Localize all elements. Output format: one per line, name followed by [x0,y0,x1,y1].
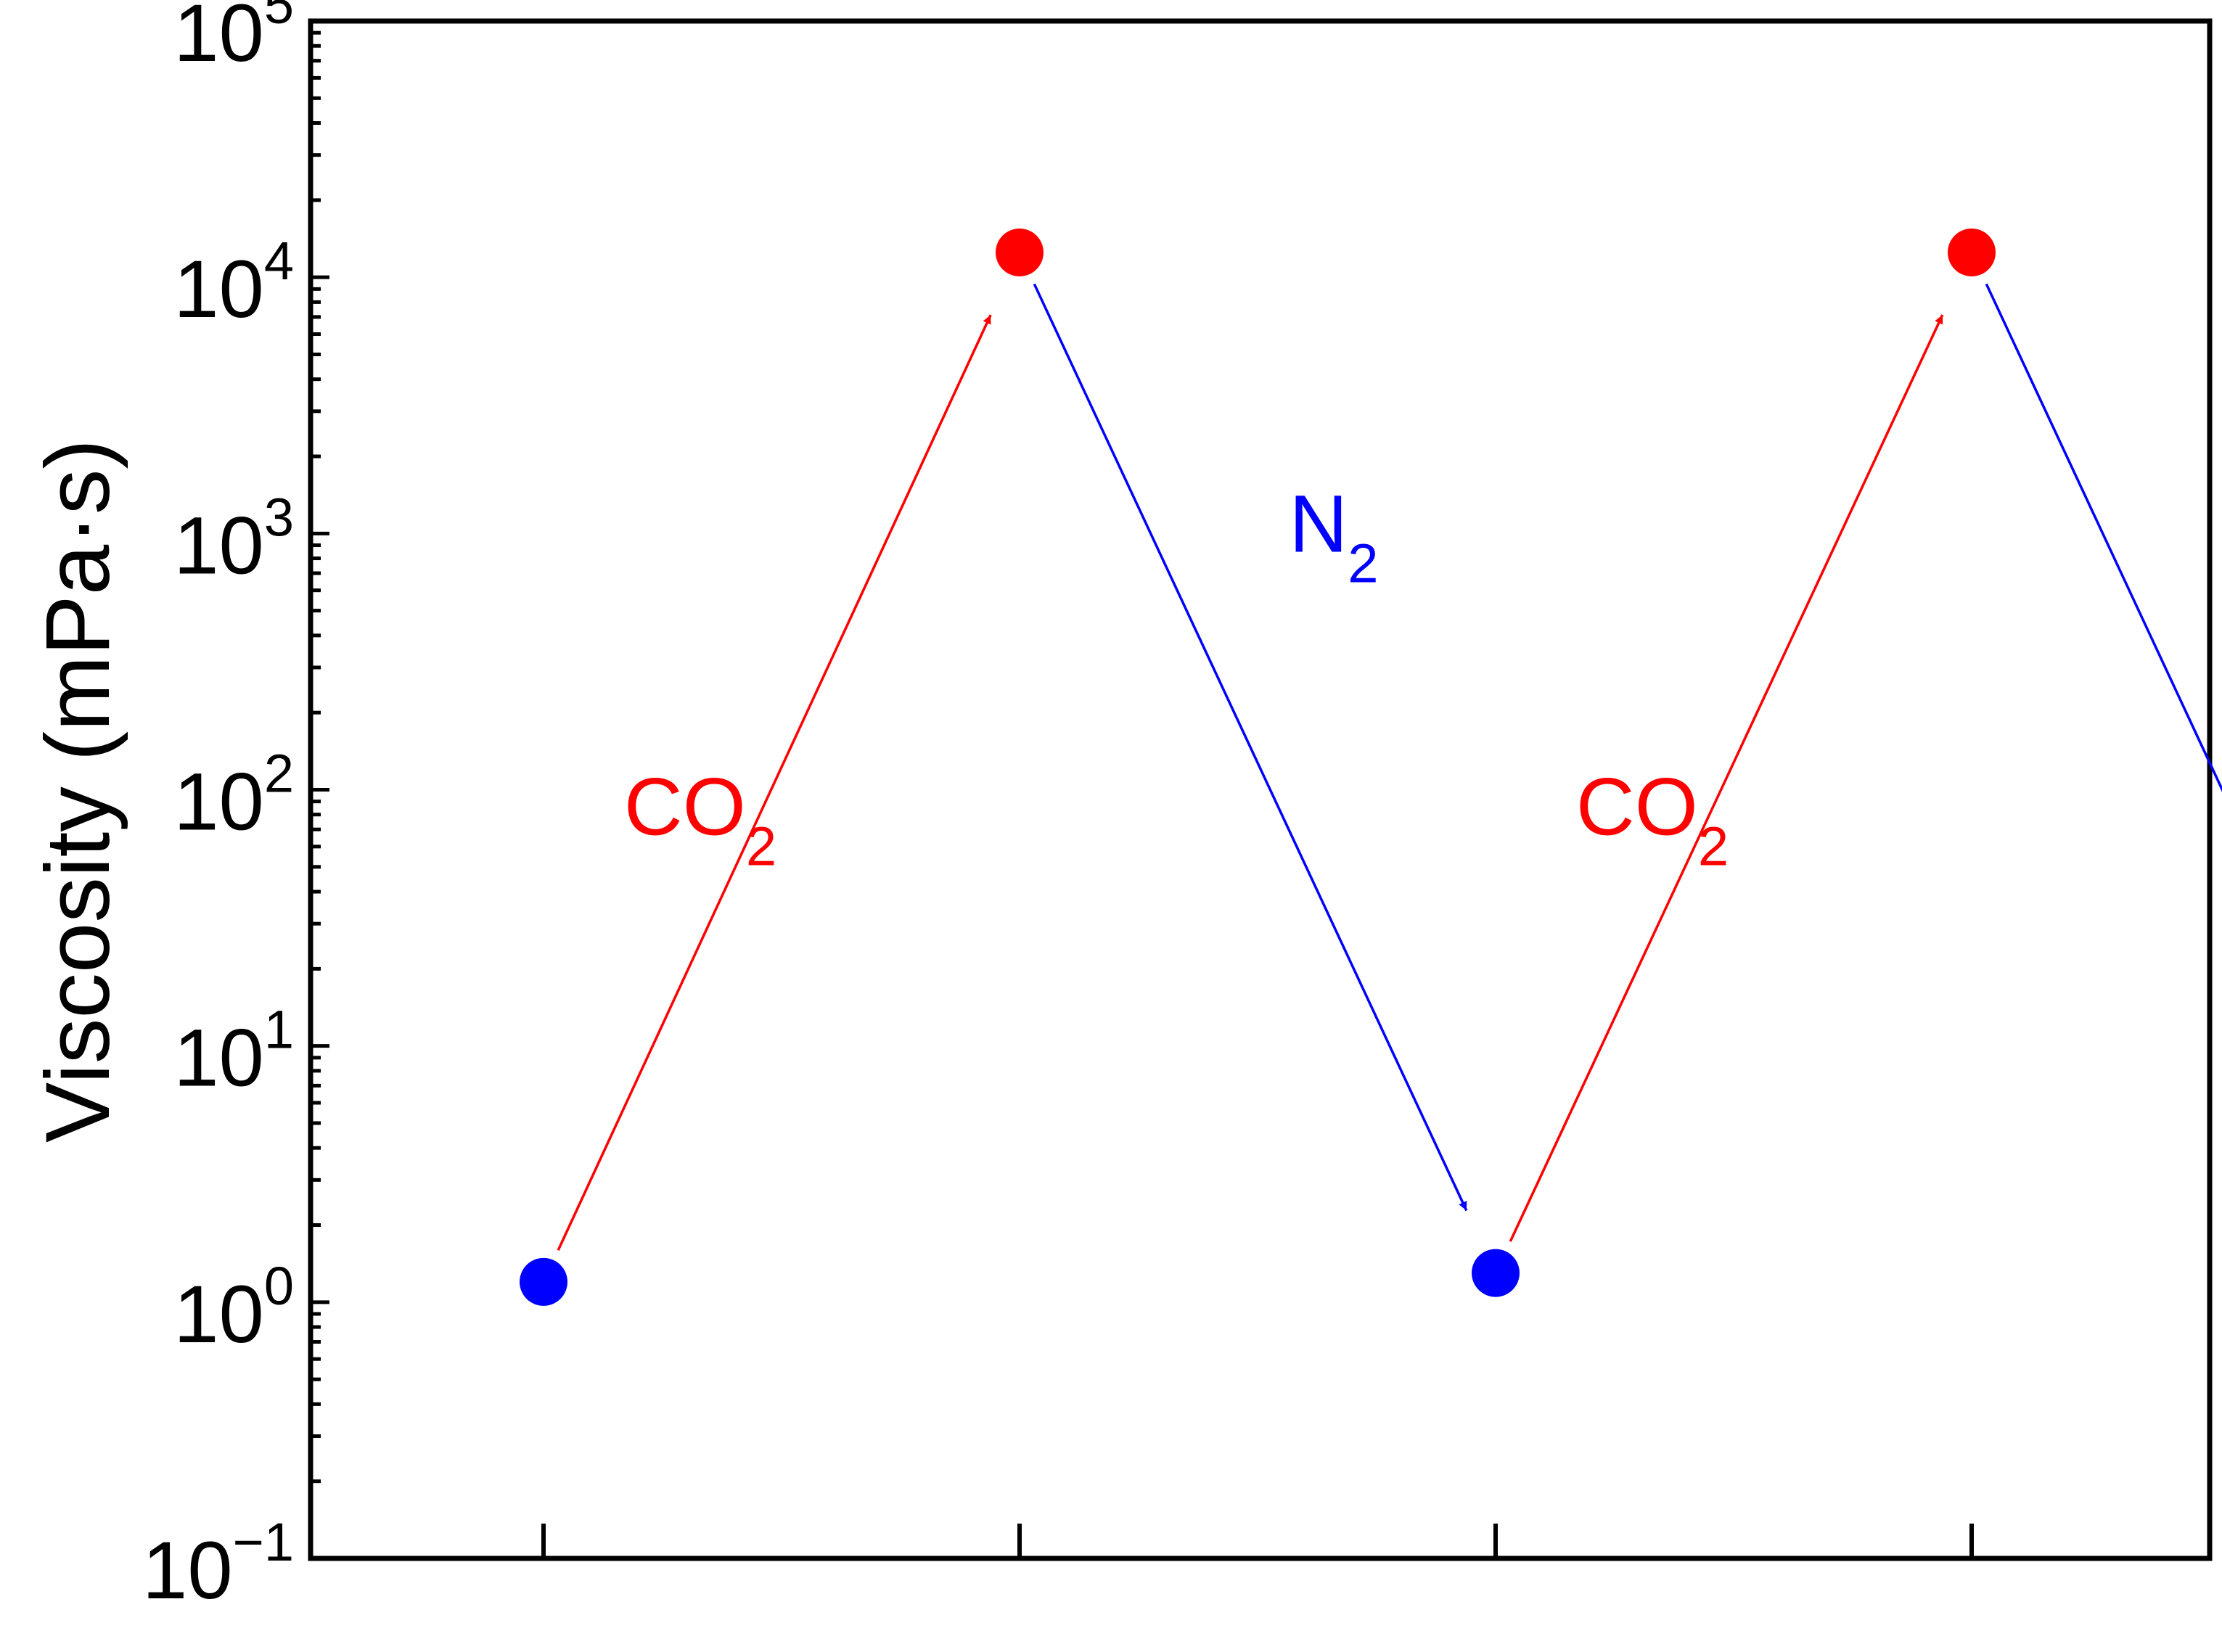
y-tick-label: 101 [173,1000,294,1104]
co2-label: CO2 [1576,762,1729,878]
gas-annotations: CO2N2CO2N2CO2N2 [624,478,1729,878]
y-tick-label-exponent: 0 [264,1256,294,1316]
y-tick-label: 100 [173,1256,294,1360]
gas-label-base: N [1289,478,1348,569]
y-tick-label: 103 [173,487,294,591]
y-tick-label-base: 10 [173,500,264,591]
y-tick-label-base: 10 [173,244,264,334]
data-point-n2 [520,1257,567,1306]
y-tick-label-exponent: 2 [264,744,294,804]
y-tick-label-exponent: −1 [233,1512,294,1572]
data-point-co2 [1948,228,1996,276]
y-axis-title: Viscosity (mPa·s) [28,439,128,1143]
plot-frame [308,18,2213,1561]
y-tick-label-base: 10 [173,1013,264,1104]
data-points [520,228,1996,1306]
x-axis-ticks [541,1524,1974,1558]
y-tick-label: 10−1 [142,1512,294,1616]
y-tick-label-base: 10 [142,1525,233,1616]
y-tick-label: 102 [173,744,294,847]
transition-arrows [557,283,2222,1252]
gas-label-base: CO [1576,762,1698,852]
y-tick-label-exponent: 5 [264,0,294,35]
y-tick-label: 105 [173,0,294,78]
y-tick-label: 104 [173,231,294,334]
n2-arrow [1985,283,2222,792]
gas-label-base: CO [624,762,746,852]
y-tick-label-base: 10 [173,757,264,847]
gas-label-subscript: 2 [746,816,776,878]
co2-label: CO2 [624,762,776,878]
y-tick-label-exponent: 3 [264,487,294,547]
data-point-n2 [1472,1249,1520,1297]
data-point-co2 [996,228,1044,276]
n2-arrow [1033,283,1468,1212]
y-tick-label-exponent: 1 [264,1000,294,1060]
co2-arrow [1509,314,1944,1242]
gas-label-subscript: 2 [1348,533,1378,594]
y-tick-label-base: 10 [173,0,264,78]
y-axis-ticks [311,19,329,1561]
gas-label-subscript: 2 [1698,816,1729,878]
n2-label: N2 [1289,478,1378,594]
co2-arrow [557,314,992,1252]
y-tick-label-base: 10 [173,1269,264,1360]
y-tick-label-exponent: 4 [264,231,294,291]
